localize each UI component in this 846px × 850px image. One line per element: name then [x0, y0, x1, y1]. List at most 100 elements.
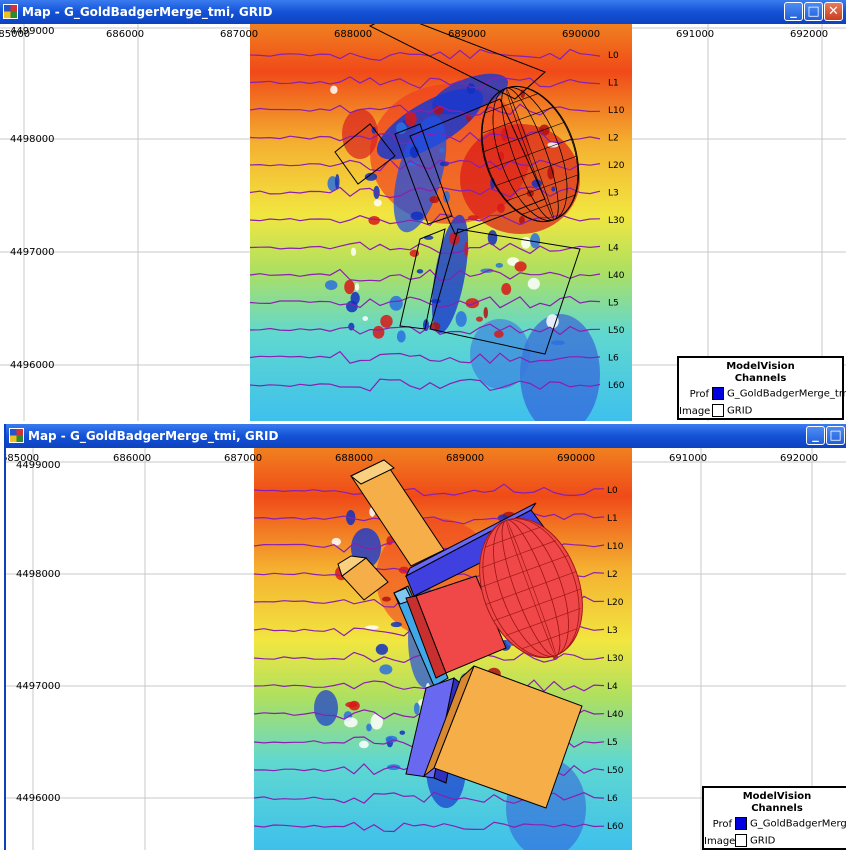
profile-line[interactable]: [249, 213, 601, 226]
profile-line[interactable]: [249, 103, 601, 117]
minimize-button[interactable]: _: [784, 2, 803, 21]
body-block-orange-side[interactable]: [422, 665, 475, 778]
y-tick-label: 4496000: [16, 793, 61, 804]
body-outline-square[interactable]: [429, 228, 581, 355]
profile-line[interactable]: [249, 130, 601, 145]
map-window-bottom[interactable]: Map - G_GoldBadgerMerge_tmi, GRID _ □ 68…: [4, 424, 846, 850]
legend-title: ModelVision: [742, 791, 812, 802]
legend-image-label: Image: [704, 835, 736, 847]
x-tick-label: 689000: [448, 29, 486, 40]
x-tick-label: 690000: [557, 453, 595, 464]
profile-line-label: L0: [607, 486, 618, 496]
y-tick-label: 4497000: [10, 247, 55, 258]
x-tick-label: 688000: [335, 453, 373, 464]
body-outline-thin[interactable]: [394, 123, 453, 225]
profile-line[interactable]: [249, 48, 601, 62]
legend-prof-label: Prof: [689, 388, 709, 400]
profile-line-label: L4: [607, 682, 618, 692]
map-canvas[interactable]: 685000 686000 687000 688000 689000 690000 6910…: [6, 448, 846, 850]
legend-subtitle: Channels: [734, 373, 787, 384]
profile-line[interactable]: [253, 821, 605, 833]
minimize-button[interactable]: _: [806, 426, 825, 445]
prof-swatch: [712, 387, 724, 400]
x-tick-label: 691000: [669, 453, 707, 464]
x-tick-label: 685000: [6, 453, 39, 464]
maximize-button[interactable]: □: [826, 426, 845, 445]
profile-line-label: L5: [608, 299, 619, 309]
legend-image-channel: GRID: [750, 835, 776, 847]
legend-prof-channel: G_GoldBadgerMerge_tmi: [727, 388, 846, 400]
profile-line-label: L20: [608, 161, 625, 171]
map-canvas[interactable]: 685000 686000 687000 688000 689000 690000 6910…: [0, 24, 846, 421]
profile-line-label: L4: [608, 244, 619, 254]
image-swatch: [712, 404, 724, 417]
profile-line-label: L10: [608, 106, 625, 116]
profile-line-label: L3: [608, 189, 619, 199]
profile-line[interactable]: [249, 158, 601, 172]
legend-prof-channel: G_GoldBadgerMerge_t: [750, 818, 846, 830]
profile-line[interactable]: [249, 186, 601, 199]
body-outline-top[interactable]: [368, 24, 546, 100]
profile-line-label: L50: [608, 326, 625, 336]
profile-line[interactable]: [253, 483, 605, 497]
close-button[interactable]: ✕: [824, 2, 843, 21]
x-tick-label: 687000: [220, 29, 258, 40]
ellipsoid-wireframe[interactable]: [464, 73, 596, 235]
profile-line[interactable]: [249, 241, 601, 255]
title-bar[interactable]: Map - G_GoldBadgerMerge_tmi, GRID _ □: [6, 424, 846, 448]
profile-line-label: L40: [607, 710, 624, 720]
y-tick-label: 4498000: [10, 134, 55, 145]
map-window-top[interactable]: Map - G_GoldBadgerMerge_tmi, GRID _ □ ✕ …: [0, 0, 846, 421]
profile-line-label: L1: [608, 79, 619, 89]
ellipsoid-body[interactable]: [461, 504, 600, 672]
app-icon[interactable]: [3, 4, 18, 19]
x-tick-label: 687000: [224, 453, 262, 464]
body-outline-center[interactable]: [409, 98, 546, 235]
profile-line[interactable]: [249, 378, 601, 392]
legend: ModelVision Channels Prof G_GoldBadgerMer…: [702, 786, 846, 850]
profile-line[interactable]: [249, 76, 601, 89]
body-block-red-side[interactable]: [405, 595, 447, 679]
profile-line[interactable]: [249, 350, 601, 365]
x-tick-label: 686000: [113, 453, 151, 464]
profile-line-label: L60: [608, 381, 625, 391]
window-title: Map - G_GoldBadgerMerge_tmi, GRID: [22, 5, 273, 19]
x-tick-label: 691000: [676, 29, 714, 40]
profile-line-label: L50: [607, 766, 624, 776]
legend-title: ModelVision: [726, 361, 795, 372]
profile-line[interactable]: [249, 323, 601, 336]
y-tick-label: 4499000: [10, 26, 55, 37]
x-tick-label: 689000: [446, 453, 484, 464]
model-bodies[interactable]: [334, 24, 596, 355]
legend: ModelVision Channels Prof G_GoldBadgerMer…: [677, 356, 846, 420]
title-bar[interactable]: Map - G_GoldBadgerMerge_tmi, GRID _ □ ✕: [0, 0, 846, 24]
body-outline-left[interactable]: [399, 228, 446, 330]
profile-line-label: L0: [608, 51, 619, 61]
profile-line-label: L3: [607, 626, 618, 636]
y-tick-label: 4499000: [16, 460, 61, 471]
prof-swatch: [735, 817, 747, 830]
x-tick-label: 685000: [0, 29, 30, 40]
model-bodies[interactable]: [337, 459, 601, 809]
profile-line[interactable]: [249, 268, 601, 282]
legend-image-channel: GRID: [727, 405, 753, 417]
x-tick-label: 690000: [562, 29, 600, 40]
legend-row-image: Image GRID: [704, 834, 775, 848]
x-tick-label: 692000: [780, 453, 818, 464]
profile-line-label: L30: [608, 216, 625, 226]
app-icon[interactable]: [9, 428, 24, 443]
x-tick-label: 692000: [790, 29, 828, 40]
body-block-tan-small-face[interactable]: [337, 555, 368, 577]
body-block-tan-top-face[interactable]: [350, 459, 395, 485]
profile-line-label: L30: [607, 654, 624, 664]
profile-line-label: L6: [608, 354, 619, 364]
maximize-button[interactable]: □: [804, 2, 823, 21]
profile-line[interactable]: [253, 513, 605, 525]
legend-subtitle: Channels: [751, 803, 803, 814]
profile-line[interactable]: [249, 295, 601, 309]
legend-prof-label: Prof: [712, 818, 732, 830]
profile-line-label: L6: [607, 794, 618, 804]
profile-line-label: L5: [607, 738, 618, 748]
body-outline-small[interactable]: [334, 123, 396, 185]
y-tick-label: 4496000: [10, 360, 55, 371]
